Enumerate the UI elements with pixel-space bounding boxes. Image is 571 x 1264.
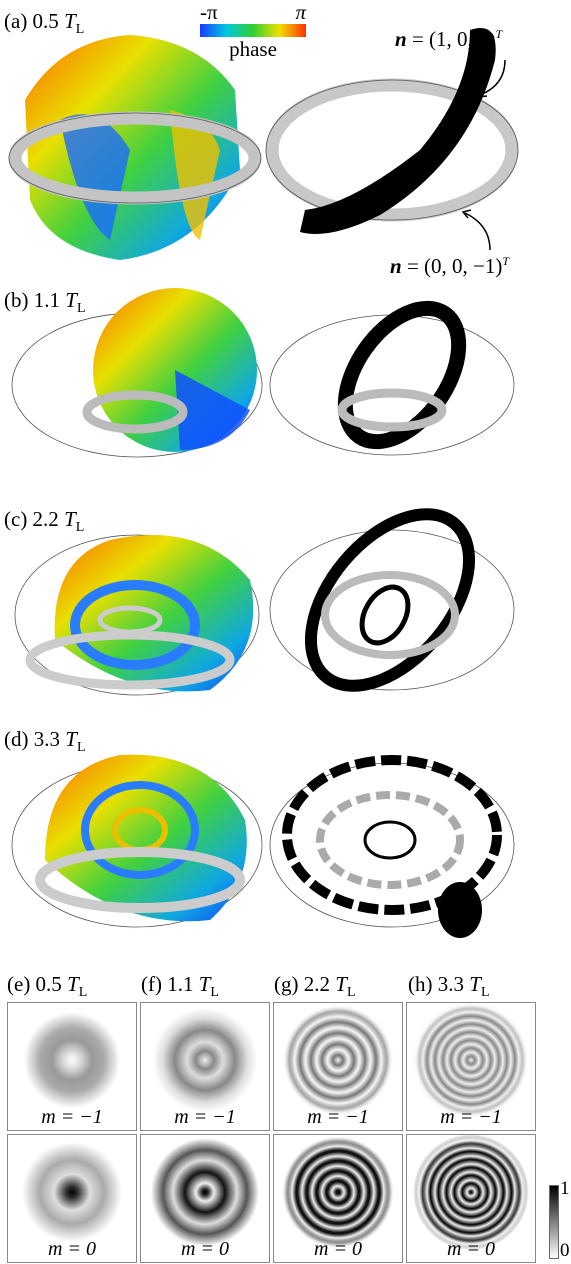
m-label: m = 0 [447, 1238, 495, 1260]
render-c-phase [14, 534, 260, 696]
density-image: m = 0 [273, 1134, 403, 1263]
render-c-spin [269, 508, 515, 692]
column-label: (g) 2.2 TL [274, 972, 356, 1001]
gray-colorbar [549, 1185, 559, 1259]
density-image: m = −1 [140, 1002, 270, 1131]
density-image: m = −1 [7, 1002, 137, 1131]
column-label: (e) 0.5 TL [7, 972, 88, 1001]
render-b-spin [269, 300, 515, 456]
m-label: m = 0 [48, 1238, 96, 1260]
density-image: m = −1 [406, 1002, 536, 1131]
density-image: m = 0 [406, 1134, 536, 1263]
m-label: m = −1 [440, 1106, 502, 1128]
density-image: m = −1 [273, 1002, 403, 1131]
phase-colorbar [200, 24, 306, 37]
scale-max: 1 [560, 1178, 570, 1199]
m-label: m = 0 [314, 1238, 362, 1260]
column-label: (h) 3.3 TL [408, 972, 490, 1001]
phase-min: -π [200, 0, 218, 24]
figure-top: (a) 0.5 TL (b) 1.1 TL (c) 2.2 TL (d) 3.3… [4, 0, 519, 938]
panel-label: (b) 1.1 TL [4, 288, 86, 316]
annotation: n = (0, 0, −1)T [390, 254, 510, 278]
panel-label: (c) 2.2 TL [4, 507, 84, 535]
render-a-spin [265, 28, 519, 234]
density-image: m = 0 [7, 1134, 137, 1263]
density-image: m = 0 [140, 1134, 270, 1263]
m-label: m = −1 [41, 1106, 103, 1128]
m-label: m = −1 [174, 1106, 236, 1128]
m-label: m = 0 [181, 1238, 229, 1260]
column-label: (f) 1.1 TL [141, 972, 219, 1001]
panel-label: (a) 0.5 TL [4, 9, 84, 37]
panel-label: (d) 3.3 TL [4, 727, 86, 755]
m-label: m = −1 [307, 1106, 369, 1128]
arrow-head [461, 209, 472, 219]
render-d-spin [269, 755, 515, 938]
phase-max: π [295, 0, 306, 24]
render-a-phase [8, 35, 262, 260]
scale-min: 0 [560, 1240, 570, 1261]
arrow [464, 212, 491, 251]
render-d-phase [11, 754, 263, 928]
phase-label: phase [229, 37, 277, 61]
render-b-phase [11, 288, 263, 458]
